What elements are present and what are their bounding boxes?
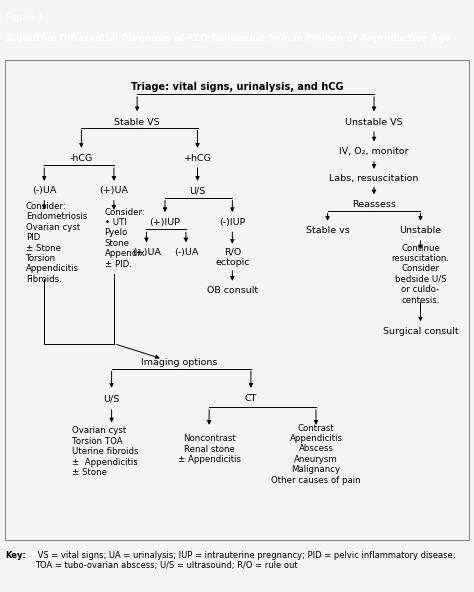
Text: +hCG: +hCG (183, 155, 211, 163)
Text: Imaging options: Imaging options (141, 358, 217, 368)
Text: (+)UA: (+)UA (100, 186, 128, 195)
Text: (+)UA: (+)UA (132, 248, 161, 257)
Text: VS = vital signs; UA = urinalysis; IUP = intrauterine pregnancy; PID = pelvic in: VS = vital signs; UA = urinalysis; IUP =… (35, 551, 456, 570)
Text: IV, O₂, monitor: IV, O₂, monitor (339, 147, 409, 156)
Text: (-)UA: (-)UA (173, 248, 198, 257)
Text: Triage: vital signs, urinalysis, and hCG: Triage: vital signs, urinalysis, and hCG (131, 82, 343, 92)
Text: Consider:
• UTI
Pyelo
Stone
Appendix
± PID.: Consider: • UTI Pyelo Stone Appendix ± P… (105, 208, 146, 269)
Text: (+)IUP: (+)IUP (149, 218, 181, 227)
Text: Figure 1.: Figure 1. (6, 13, 46, 22)
Text: -hCG: -hCG (70, 155, 93, 163)
Text: Continue
resuscitation.
Consider
bedside U/S
or culdo-
centesis.: Continue resuscitation. Consider bedside… (392, 243, 449, 304)
Text: Ovarian cyst
Torsion TOA
Uterine fibroids
±  Appendicitis
± Stone: Ovarian cyst Torsion TOA Uterine fibroid… (72, 426, 138, 477)
Text: U/S: U/S (103, 394, 120, 403)
Text: Labs, resuscitation: Labs, resuscitation (329, 173, 419, 182)
Text: CT: CT (245, 394, 257, 403)
Text: Unstable VS: Unstable VS (345, 118, 403, 127)
Text: Key:: Key: (6, 551, 27, 560)
Text: Unstable: Unstable (400, 226, 442, 236)
Text: U/S: U/S (190, 186, 206, 195)
Text: OB consult: OB consult (207, 287, 258, 295)
Text: Algorithm Differential Diagnosis of RLQ Abdominal Pain in Women of Reproductive : Algorithm Differential Diagnosis of RLQ … (6, 34, 450, 43)
Text: Surgical consult: Surgical consult (383, 327, 458, 336)
Text: Stable vs: Stable vs (306, 226, 349, 236)
Text: Stable VS: Stable VS (114, 118, 160, 127)
Text: (-)IUP: (-)IUP (219, 218, 246, 227)
Text: Reassess: Reassess (352, 200, 396, 209)
Text: (-)UA: (-)UA (32, 186, 56, 195)
Text: R/O
ectopic: R/O ectopic (215, 247, 250, 267)
Text: Noncontrast
Renal stone
± Appendicitis: Noncontrast Renal stone ± Appendicitis (178, 435, 241, 464)
Text: Consider:
Endometriosis
Ovarian cyst
PID
± Stone
Torsion
Appendicitis
Fibroids.: Consider: Endometriosis Ovarian cyst PID… (26, 202, 87, 284)
Text: Contrast
Appendicitis
Abscess
Aneurysm
Malignancy
Other causes of pain: Contrast Appendicitis Abscess Aneurysm M… (271, 423, 361, 485)
